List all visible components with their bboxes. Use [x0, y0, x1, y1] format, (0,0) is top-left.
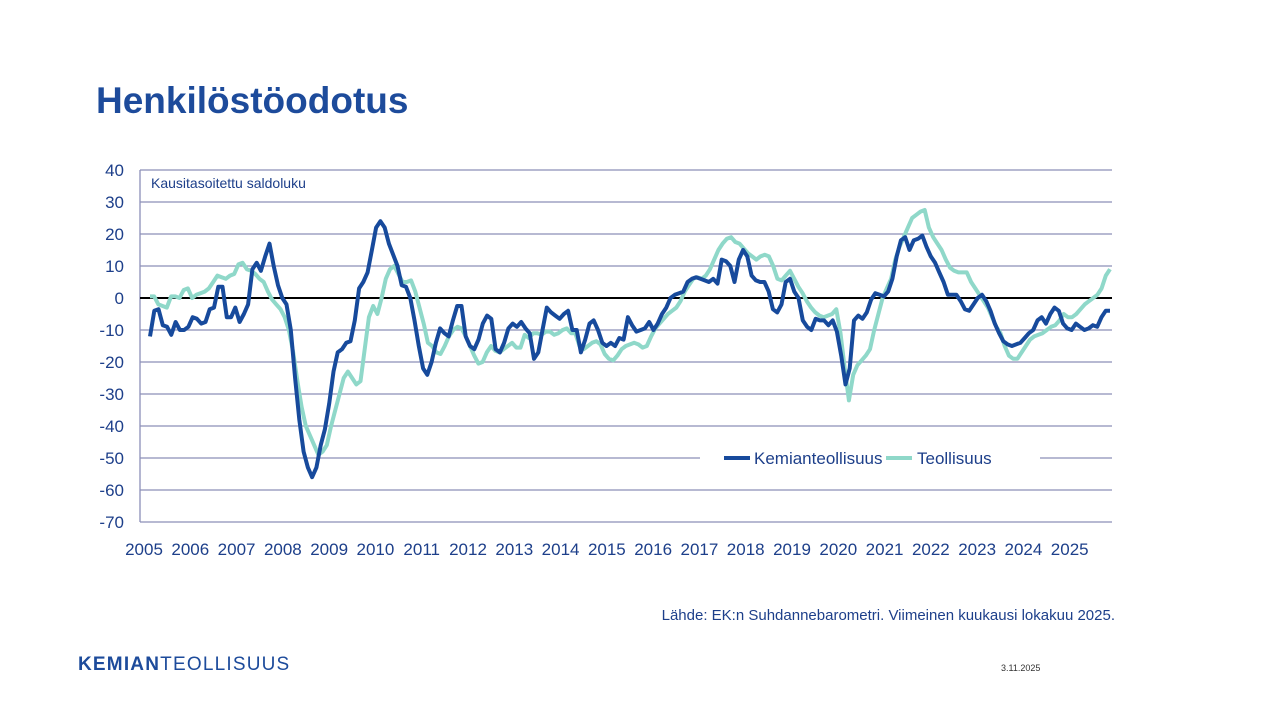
legend: Kemianteollisuus Teollisuus	[700, 444, 1040, 472]
series-line-teollisuus	[150, 208, 1112, 457]
x-tick-label: 2020	[819, 540, 857, 559]
x-tick-label: 2007	[218, 540, 256, 559]
y-tick-label: 40	[105, 161, 124, 180]
source-note: Lähde: EK:n Suhdannebarometri. Viimeinen…	[661, 607, 1115, 624]
y-tick-label: 10	[105, 257, 124, 276]
x-tick-label: 2023	[958, 540, 996, 559]
logo-light: TEOLLISUUS	[160, 654, 291, 675]
y-tick-label: -10	[99, 321, 124, 340]
x-tick-label: 2010	[357, 540, 395, 559]
x-tick-label: 2021	[866, 540, 904, 559]
x-tick-label: 2019	[773, 540, 811, 559]
y-tick-label: -40	[99, 417, 124, 436]
x-tick-label: 2017	[681, 540, 719, 559]
x-tick-label: 2014	[542, 540, 580, 559]
company-logo: KEMIANTEOLLISUUS	[78, 654, 290, 676]
y-tick-label: -50	[99, 449, 124, 468]
y-tick-label: 0	[115, 289, 124, 308]
x-tick-label: 2009	[310, 540, 348, 559]
y-tick-label: 30	[105, 193, 124, 212]
x-axis-ticks: 2005 2006 2007 2008 2009 2010 2011 2012 2013 2014…	[125, 540, 1089, 559]
x-tick-label: 2006	[171, 540, 209, 559]
x-tick-label: 2011	[403, 540, 440, 559]
legend-label-kemianteollisuus: Kemianteollisuus	[754, 449, 883, 468]
x-tick-label: 2008	[264, 540, 302, 559]
y-tick-label: -20	[99, 353, 124, 372]
series-lines	[148, 208, 1112, 480]
y-tick-label: -60	[99, 481, 124, 500]
x-tick-label: 2012	[449, 540, 487, 559]
x-tick-label: 2015	[588, 540, 626, 559]
x-tick-label: 2024	[1005, 540, 1043, 559]
legend-label-teollisuus: Teollisuus	[917, 449, 992, 468]
x-tick-label: 2025	[1051, 540, 1089, 559]
slide-title: Henkilöstöodotus	[96, 80, 409, 121]
y-tick-label: -30	[99, 385, 124, 404]
x-tick-label: 2022	[912, 540, 950, 559]
y-axis-label: Kausitasoitettu saldoluku	[151, 175, 306, 191]
x-tick-label: 2005	[125, 540, 163, 559]
y-tick-label: -70	[99, 513, 124, 532]
y-axis-ticks: 40 30 20 10 0 -10 -20 -30 -40 -50 -60 -70	[99, 161, 124, 532]
series-line-kemianteollisuus	[148, 219, 1110, 480]
x-tick-label: 2018	[727, 540, 765, 559]
x-tick-label: 2016	[634, 540, 672, 559]
y-tick-label: 20	[105, 225, 124, 244]
x-tick-label: 2013	[495, 540, 533, 559]
legend-background	[700, 444, 1040, 472]
slide-date: 3.11.2025	[1001, 663, 1041, 673]
logo-bold: KEMIAN	[78, 654, 161, 675]
